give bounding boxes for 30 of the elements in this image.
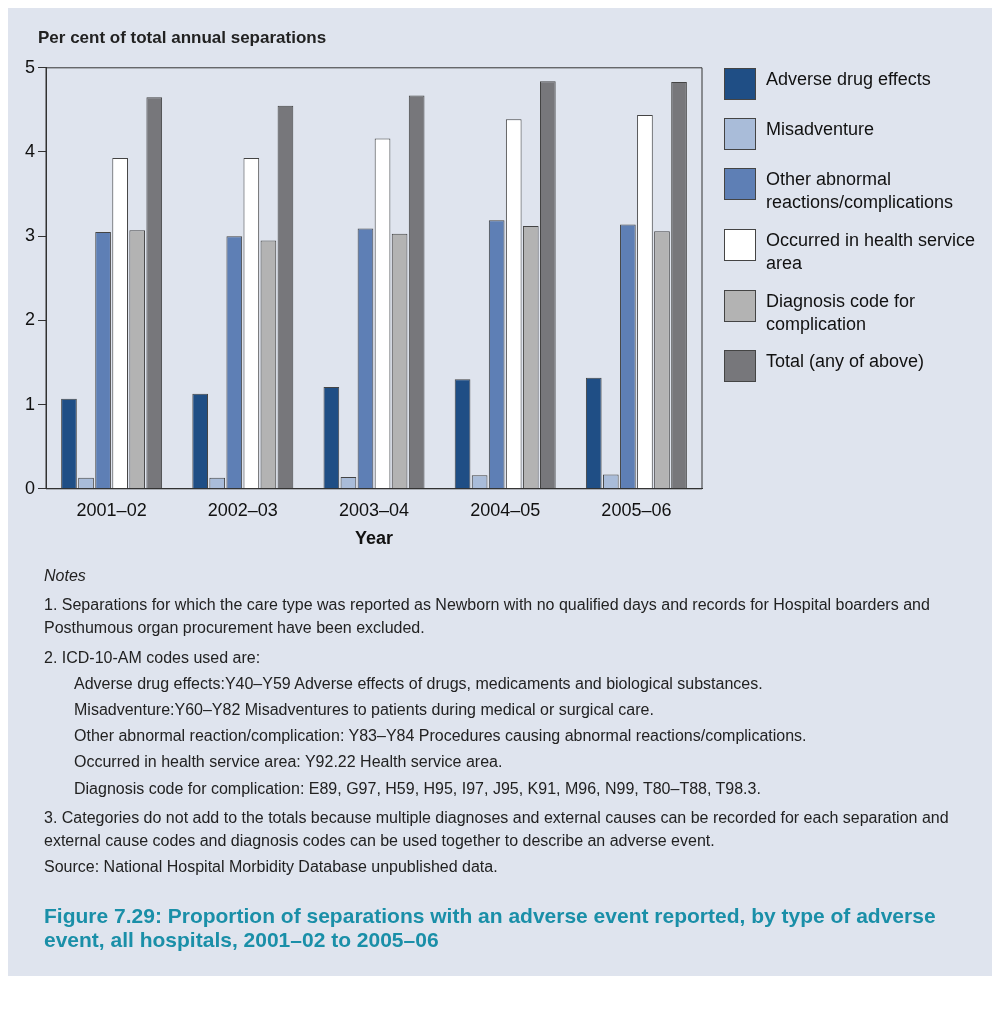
y-axis-title: Per cent of total annual separations xyxy=(38,28,328,48)
y-tick-label: 1 xyxy=(25,393,36,414)
y-tick-label: 5 xyxy=(25,56,36,77)
x-tick-label: 2001–02 xyxy=(76,499,147,520)
y-tick-label: 3 xyxy=(25,225,36,246)
x-tick-label: 2005–06 xyxy=(601,499,672,520)
text: Figure 7.29: Proportion of separations with an adverse event reported, by type of adverse event, all hospitals, 2001–02 to 2005–06 xyxy=(44,904,937,953)
y-tick-label: 4 xyxy=(25,140,36,161)
text: Adverse drug effects:Y40–Y59 Adverse effects of drugs, medicaments and biological substances. xyxy=(74,673,764,694)
text: Notes xyxy=(44,566,87,586)
legend-label: Occurred in health service area xyxy=(766,228,977,276)
legend-label: Other abnormal reactions/complications xyxy=(766,168,955,215)
legend-label: Total (any of above) xyxy=(766,350,925,374)
source-note: Source: National Hospital Morbidity Database unpublished data. xyxy=(44,857,499,878)
x-axis-title: Year xyxy=(354,528,394,549)
x-tick-label: 2004–05 xyxy=(470,499,541,520)
text: 2. ICD-10-AM codes used are: xyxy=(44,647,262,668)
legend-label: Adverse drug effects xyxy=(766,68,931,91)
text: Misadventure:Y60–Y82 Misadventures to patients during medical or surgical care. xyxy=(74,699,655,720)
legend-label: Misadventure xyxy=(766,118,875,141)
text: 3. Categories do not add to the totals because multiple diagnoses and external causes can be recorded for each separation and external cause codes and diagnosis codes can be used together to describe an adverse event. xyxy=(44,807,950,851)
y-tick-label: 2 xyxy=(25,309,36,330)
legend-label: Diagnosis code for complication xyxy=(766,289,917,336)
text: 1. Separations for which the care type was reported as Newborn with no qualified days and records for Hospital boarders and Posthumous organ procurement have been excluded. xyxy=(44,595,931,639)
text: Occurred in health service area: Y92.22 Health service area. xyxy=(74,752,504,773)
x-tick-label: 2002–03 xyxy=(207,499,278,520)
x-tick-label: 2003–04 xyxy=(338,499,410,520)
text: Other abnormal reaction/complication: Y83–Y84 Procedures causing abnormal reactions/complications. xyxy=(74,726,808,747)
text: Diagnosis code for complication: E89, G97, H59, H95, I97, J95, K91, M96, N99, T80–T88, T98.3. xyxy=(74,778,762,799)
y-tick-label: 0 xyxy=(25,477,36,498)
